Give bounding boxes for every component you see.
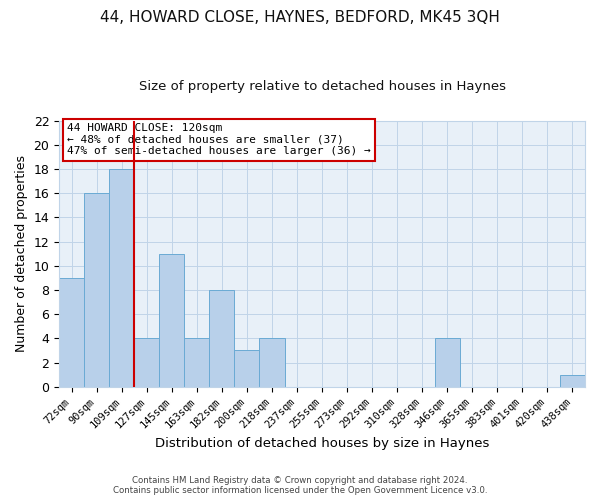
Bar [160,254,184,386]
Bar [560,374,585,386]
Title: Size of property relative to detached houses in Haynes: Size of property relative to detached ho… [139,80,506,93]
Bar [84,193,109,386]
X-axis label: Distribution of detached houses by size in Haynes: Distribution of detached houses by size … [155,437,489,450]
Text: Contains HM Land Registry data © Crown copyright and database right 2024.
Contai: Contains HM Land Registry data © Crown c… [113,476,487,495]
Bar [134,338,160,386]
Text: 44, HOWARD CLOSE, HAYNES, BEDFORD, MK45 3QH: 44, HOWARD CLOSE, HAYNES, BEDFORD, MK45 … [100,10,500,25]
Bar [184,338,209,386]
Text: 44 HOWARD CLOSE: 120sqm
← 48% of detached houses are smaller (37)
47% of semi-de: 44 HOWARD CLOSE: 120sqm ← 48% of detache… [67,123,371,156]
Bar [235,350,259,386]
Bar [59,278,84,386]
Bar [259,338,284,386]
Bar [435,338,460,386]
Y-axis label: Number of detached properties: Number of detached properties [15,155,28,352]
Bar [209,290,235,386]
Bar [109,169,134,386]
